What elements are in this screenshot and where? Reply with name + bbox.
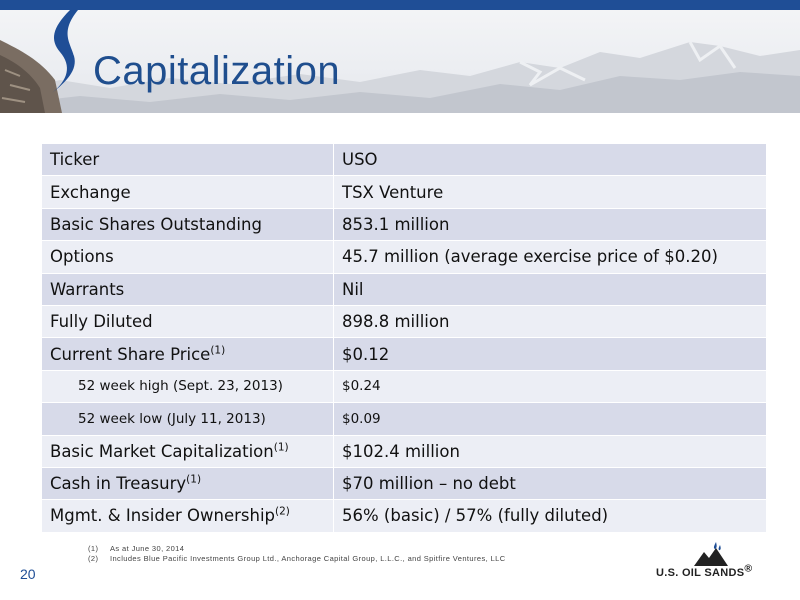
logo-text: U.S. OIL SANDS® bbox=[656, 563, 752, 579]
footnote-ref: (1) bbox=[186, 473, 202, 486]
row-label: Basic Shares Outstanding bbox=[41, 207, 334, 242]
footnote: (2) Includes Blue Pacific Investments Gr… bbox=[88, 554, 506, 564]
table-row: Basic Shares Outstanding 853.1 million bbox=[41, 207, 767, 242]
table-row: Fully Diluted 898.8 million bbox=[41, 304, 767, 339]
row-value: 56% (basic) / 57% (fully diluted) bbox=[333, 499, 767, 533]
footnote-text: Includes Blue Pacific Investments Group … bbox=[110, 554, 506, 563]
slide-title: Capitalization bbox=[93, 49, 341, 93]
row-value: 853.1 million bbox=[333, 207, 767, 242]
footnote-text: As at June 30, 2014 bbox=[110, 544, 185, 553]
table-row: 52 week low (July 11, 2013) $0.09 bbox=[41, 402, 767, 436]
footnote-number: (1) bbox=[88, 544, 99, 553]
table-row: Exchange TSX Venture bbox=[41, 175, 767, 209]
table-row: Cash in Treasury(1) $70 million – no deb… bbox=[41, 466, 767, 501]
mountain-landscape-image bbox=[0, 10, 800, 113]
footnote-ref: (1) bbox=[210, 344, 226, 357]
row-value: TSX Venture bbox=[333, 175, 767, 209]
footnote-ref: (1) bbox=[273, 441, 289, 454]
row-label: Basic Market Capitalization(1) bbox=[41, 434, 334, 468]
registered-mark: ® bbox=[744, 562, 753, 575]
row-value: $102.4 million bbox=[333, 434, 767, 468]
row-value: Nil bbox=[333, 272, 767, 306]
mountain-drops-icon bbox=[694, 542, 728, 566]
row-label: Warrants bbox=[41, 272, 334, 306]
row-value: 45.7 million (average exercise price of … bbox=[333, 240, 767, 274]
row-label: Cash in Treasury(1) bbox=[41, 466, 334, 501]
top-accent-bar bbox=[0, 0, 800, 10]
row-label: Mgmt. & Insider Ownership(2) bbox=[41, 499, 334, 533]
row-value: $0.24 bbox=[333, 369, 767, 404]
row-label: Fully Diluted bbox=[41, 304, 334, 339]
page-number: 20 bbox=[20, 566, 36, 582]
row-label: Options bbox=[41, 240, 334, 274]
row-value: $70 million – no debt bbox=[333, 466, 767, 501]
table-row: Warrants Nil bbox=[41, 272, 767, 306]
company-logo: U.S. OIL SANDS® bbox=[656, 542, 774, 584]
footnotes: (1) As at June 30, 2014 (2) Includes Blu… bbox=[88, 544, 506, 564]
row-value: $0.12 bbox=[333, 337, 767, 371]
table-row: Ticker USO bbox=[41, 142, 767, 177]
table-row: Basic Market Capitalization(1) $102.4 mi… bbox=[41, 434, 767, 468]
capitalization-table: Ticker USO Exchange TSX Venture Basic Sh… bbox=[41, 142, 767, 533]
table-row: 52 week high (Sept. 23, 2013) $0.24 bbox=[41, 369, 767, 404]
row-label: 52 week low (July 11, 2013) bbox=[41, 402, 334, 436]
table-row: Current Share Price(1) $0.12 bbox=[41, 337, 767, 371]
row-label: 52 week high (Sept. 23, 2013) bbox=[41, 369, 334, 404]
row-label: Ticker bbox=[41, 142, 334, 177]
row-label: Current Share Price(1) bbox=[41, 337, 334, 371]
footnote-number: (2) bbox=[88, 554, 99, 563]
row-value: USO bbox=[333, 142, 767, 177]
row-value: $0.09 bbox=[333, 402, 767, 436]
footnote-ref: (2) bbox=[275, 505, 290, 518]
header-banner: Capitalization bbox=[0, 10, 800, 113]
footnote: (1) As at June 30, 2014 bbox=[88, 544, 506, 554]
table-row: Mgmt. & Insider Ownership(2) 56% (basic)… bbox=[41, 499, 767, 533]
row-label: Exchange bbox=[41, 175, 334, 209]
row-value: 898.8 million bbox=[333, 304, 767, 339]
table-row: Options 45.7 million (average exercise p… bbox=[41, 240, 767, 274]
logo-wordmark: U.S. OIL SANDS bbox=[656, 567, 745, 579]
